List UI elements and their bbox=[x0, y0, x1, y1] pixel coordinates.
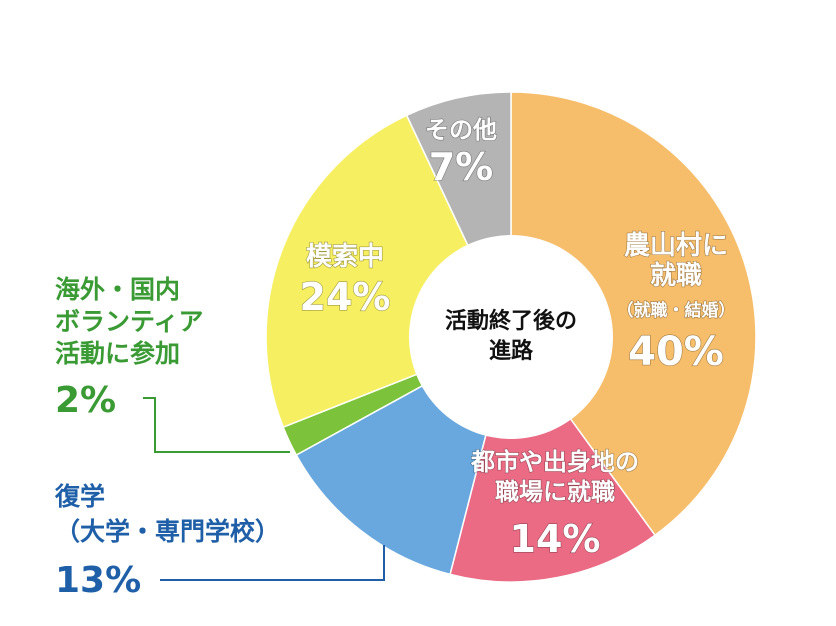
slice-rural-employment bbox=[510, 91, 757, 537]
value-searching: 24% bbox=[300, 275, 391, 319]
leader-line-volunteer bbox=[143, 397, 290, 453]
label-searching: 模索中 bbox=[306, 242, 384, 272]
label-volunteer-3: 活動に参加 bbox=[55, 339, 180, 368]
value-school: 13% bbox=[55, 560, 141, 601]
label-urban-employment-2: 職場に就職 bbox=[495, 478, 615, 506]
value-rural-employment: 40% bbox=[628, 329, 724, 375]
label-volunteer-1: 海外・国内 bbox=[55, 275, 180, 304]
label-volunteer-2: ボランティア bbox=[55, 307, 204, 336]
label-school-2: （大学・専門学校） bbox=[55, 517, 280, 546]
label-rural-employment-1: 農山村に bbox=[624, 231, 728, 261]
donut-hole bbox=[409, 235, 613, 439]
value-urban-employment: 14% bbox=[510, 517, 601, 561]
label-other: その他 bbox=[425, 116, 497, 144]
label-rural-employment-sub: （就職・結婚） bbox=[617, 300, 736, 321]
value-volunteer: 2% bbox=[55, 380, 116, 421]
label-urban-employment-1: 都市や出身地の bbox=[470, 448, 639, 476]
center-label-line-2: 進路 bbox=[489, 338, 534, 364]
value-other: 7% bbox=[429, 145, 494, 189]
label-school-1: 復学 bbox=[54, 482, 105, 511]
leader-line-school bbox=[160, 545, 385, 581]
center-label-line-1: 活動終了後の bbox=[445, 308, 577, 334]
label-rural-employment-2: 就職 bbox=[650, 261, 702, 291]
